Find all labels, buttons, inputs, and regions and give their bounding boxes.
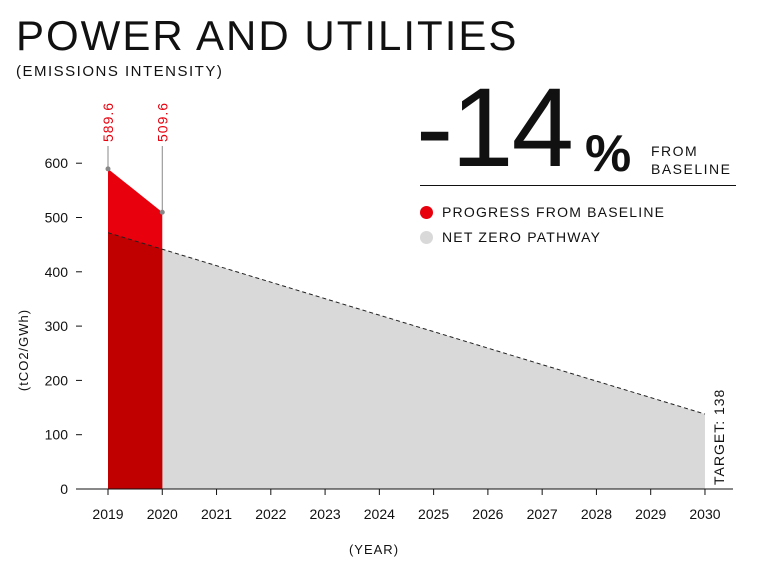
reduction-unit: %: [585, 125, 632, 183]
value-label-2019: 589.6: [100, 102, 116, 142]
y-tick-label-200: 200: [45, 372, 69, 388]
x-tick-label-2030: 2030: [689, 506, 720, 522]
page-title: POWER AND UTILITIES: [16, 12, 519, 59]
x-tick-label-2023: 2023: [310, 506, 341, 522]
legend-dot-progress-icon: [420, 205, 433, 219]
y-tick-label-500: 500: [45, 210, 69, 226]
label-layer: 0 100 200 300 400 500 600 2019 2020 2021 2022 2023 2…: [16, 102, 727, 557]
x-tick-label-2026: 2026: [472, 506, 503, 522]
data-point-2019: [105, 166, 111, 172]
x-tick-label-2029: 2029: [635, 506, 666, 522]
legend-label-pathway: NET ZERO PATHWAY: [442, 229, 602, 245]
x-tick-label-2020: 2020: [147, 506, 178, 522]
reduction-caption-line2: BASELINE: [651, 161, 732, 178]
y-axis-title: (tCO2/GWh): [16, 309, 31, 391]
reduction-value: -14: [416, 65, 574, 190]
x-tick-label-2019: 2019: [92, 506, 123, 522]
x-tick-label-2027: 2027: [527, 506, 558, 522]
reduction-caption: FROM BASELINE: [651, 142, 731, 178]
x-axis-title: (YEAR): [349, 542, 399, 557]
y-tick-label-600: 600: [45, 155, 69, 171]
net-zero-pathway-line: [107, 232, 706, 415]
reduction-caption-line1: FROM: [651, 143, 699, 159]
legend-item-pathway: NET ZERO PATHWAY: [420, 228, 601, 246]
axis-layer: [76, 162, 733, 495]
value-label-2020: 509.6: [154, 102, 170, 142]
y-tick-label-400: 400: [45, 264, 69, 280]
legend-item-progress: PROGRESS FROM BASELINE: [420, 203, 665, 221]
x-tick-label-2028: 2028: [581, 506, 612, 522]
legend-dot-pathway-icon: [420, 230, 433, 244]
y-tick-label-100: 100: [45, 427, 69, 443]
plot-area-layer: [105, 146, 706, 490]
x-tick-label-2021: 2021: [201, 506, 232, 522]
net-zero-pathway-area: [108, 232, 705, 490]
y-tick-label-0: 0: [60, 481, 68, 497]
x-tick-label-2022: 2022: [255, 506, 286, 522]
page-subtitle: (EMISSIONS INTENSITY): [16, 63, 224, 80]
x-tick-label-2025: 2025: [418, 506, 449, 522]
data-point-2020: [159, 209, 165, 215]
x-tick-label-2024: 2024: [364, 506, 395, 522]
progress-overlap-area: [108, 232, 163, 490]
legend-label-progress: PROGRESS FROM BASELINE: [442, 204, 666, 220]
y-tick-label-300: 300: [45, 318, 69, 334]
target-label: TARGET: 138: [711, 389, 727, 485]
stat-divider: [420, 185, 736, 186]
